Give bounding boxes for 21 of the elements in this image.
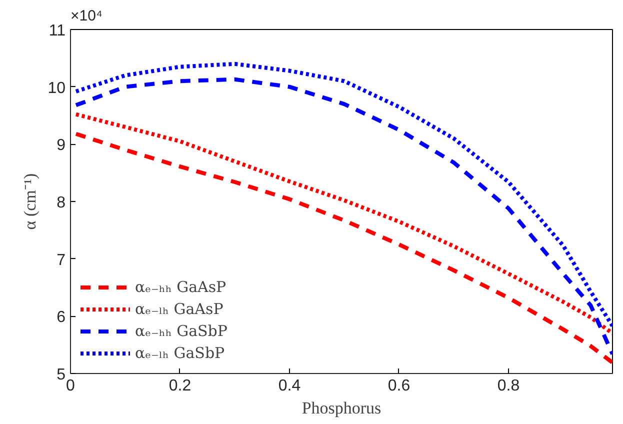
x-tick-label: 0.6 [388, 378, 410, 394]
x-tick-label: 0.4 [278, 378, 301, 394]
x-axis-title: Phosphorus [302, 398, 382, 418]
y-tick-label: 9 [56, 137, 66, 154]
text: ×10⁴ [70, 8, 102, 24]
y-tick-label: 8 [56, 194, 66, 212]
legend-label: αₑ₋ₕₕ GaSbP [135, 322, 228, 340]
y-tick-label: 11 [48, 22, 66, 40]
legend-label: αₑ₋ₗₕ GaSbP [135, 344, 225, 362]
x-tick-label: 0 [66, 378, 76, 394]
y-tick-label: 6 [56, 309, 66, 326]
y-axis-title: α (cm⁻¹) [20, 173, 40, 230]
legend-label: αₑ₋ₕₕ GaAsP [135, 278, 226, 296]
y-tick-label: 10 [48, 80, 66, 97]
y-tick-label: 5 [56, 366, 66, 384]
legend-label: αₑ₋ₗₕ GaAsP [135, 300, 224, 318]
x-tick-label: 0.8 [497, 378, 520, 394]
line-series [74, 112, 612, 336]
y-tick-label: 7 [56, 252, 66, 269]
x-tick-label: 0.2 [168, 378, 192, 394]
line-series [74, 132, 612, 365]
